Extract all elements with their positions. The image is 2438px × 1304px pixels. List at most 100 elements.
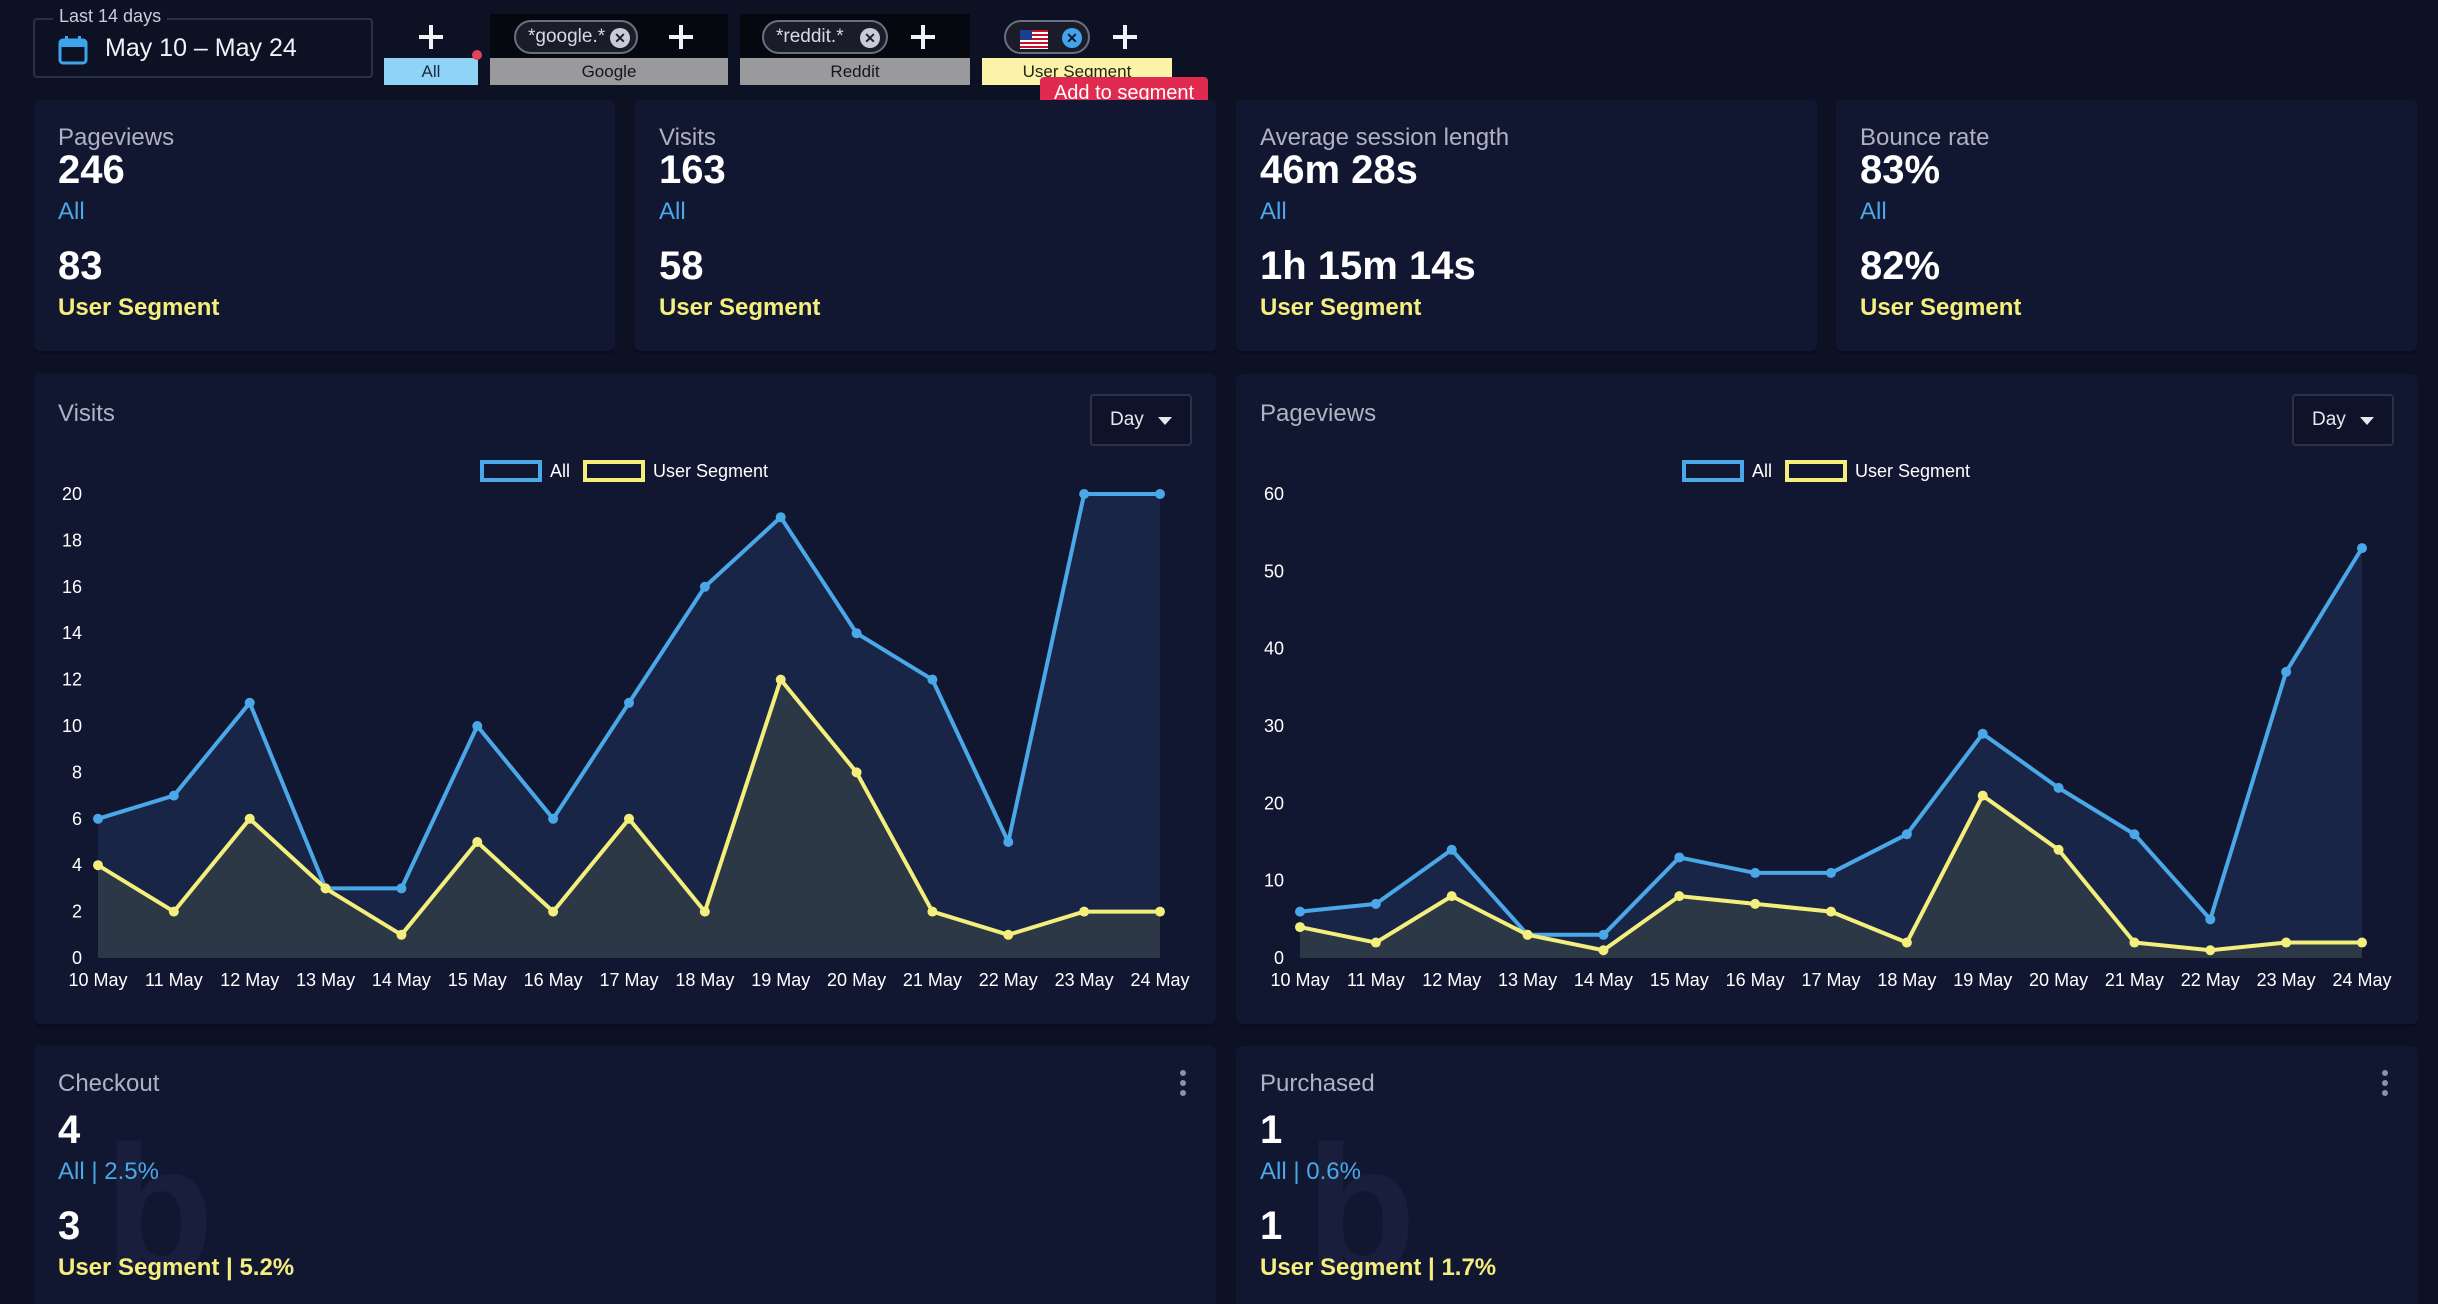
- data-point: [1295, 922, 1305, 933]
- data-point: [320, 883, 331, 894]
- data-point: [699, 581, 710, 592]
- kpi-all-label: All: [1860, 198, 1887, 225]
- kpi-segment-value: 82%: [1860, 244, 1941, 288]
- filter-chip-country[interactable]: ✕: [1004, 20, 1090, 54]
- kpi-all-value: 46m 28s: [1260, 148, 1418, 192]
- y-tick-label: 6: [72, 809, 82, 829]
- data-point: [168, 906, 179, 917]
- x-tick-label: 24 May: [2332, 970, 2391, 990]
- data-point: [1750, 867, 1761, 878]
- data-point: [93, 813, 103, 824]
- remove-filter-icon[interactable]: ✕: [610, 28, 630, 48]
- y-tick-label: 30: [1264, 716, 1284, 736]
- visits-chart-card: Visits Day All User Segment 0 2 4 6 8 10 12 14 16 1…: [34, 374, 1216, 1027]
- y-tick-label: 0: [1274, 948, 1284, 968]
- interval-dropdown[interactable]: Day: [2292, 394, 2394, 446]
- data-point: [1003, 837, 1014, 847]
- series-area-segment: [1300, 795, 2362, 958]
- data-point: [1079, 489, 1090, 499]
- chart-title: Pageviews: [1260, 400, 1377, 427]
- more-options-icon[interactable]: [1180, 1070, 1186, 1096]
- data-point: [1826, 906, 1836, 917]
- segment-all-label[interactable]: All: [384, 58, 478, 85]
- data-point: [1674, 891, 1685, 902]
- watermark-logo: b: [104, 1109, 214, 1304]
- date-range-picker[interactable]: Last 14 days May 10 – May 24: [33, 6, 373, 78]
- checkout-card: b Checkout 4 All | 2.5% 3 User Segment |…: [34, 1046, 1216, 1304]
- data-point: [1750, 898, 1761, 909]
- filter-chip-reddit-label: *reddit.*: [776, 26, 844, 47]
- remove-filter-icon[interactable]: ✕: [1062, 28, 1082, 48]
- y-tick-label: 40: [1264, 639, 1284, 659]
- caret-down-icon: [2360, 417, 2374, 425]
- data-point: [1522, 929, 1533, 940]
- data-point: [2129, 937, 2140, 948]
- segment-google-label[interactable]: Google: [490, 58, 728, 85]
- y-tick-label: 2: [72, 902, 82, 922]
- data-point: [2205, 945, 2216, 956]
- y-tick-label: 14: [62, 623, 82, 643]
- data-point: [396, 929, 407, 940]
- conversion-segment-label: User Segment | 1.7%: [1260, 1254, 1497, 1281]
- data-point: [2129, 829, 2140, 840]
- add-filter-google-button[interactable]: [664, 20, 698, 54]
- x-tick-label: 21 May: [903, 970, 962, 990]
- data-point: [396, 883, 407, 894]
- x-tick-label: 15 May: [1650, 970, 1709, 990]
- legend-swatch: [1785, 460, 1847, 482]
- add-filter-user-button[interactable]: [1108, 20, 1142, 54]
- segment-reddit-label[interactable]: Reddit: [740, 58, 970, 85]
- add-to-segment-tooltip[interactable]: Add to segment: [1040, 77, 1208, 110]
- y-tick-label: 10: [1264, 871, 1284, 891]
- conversion-segment-value: 1: [1260, 1204, 1283, 1248]
- segment-all[interactable]: All: [384, 10, 478, 86]
- data-point: [472, 837, 483, 847]
- kpi-all-label: All: [1260, 198, 1287, 225]
- data-point: [1155, 489, 1165, 499]
- data-point: [1370, 898, 1381, 909]
- legend-swatch: [480, 460, 542, 482]
- top-bar: Last 14 days May 10 – May 24 All *google…: [0, 0, 2438, 96]
- data-point: [851, 628, 862, 639]
- x-tick-label: 10 May: [68, 970, 127, 990]
- chart-legend: All User Segment: [1682, 460, 1970, 482]
- x-tick-label: 20 May: [2029, 970, 2088, 990]
- y-tick-label: 4: [72, 855, 82, 875]
- date-range-legend: Last 14 days: [53, 6, 168, 27]
- data-point: [1079, 906, 1090, 917]
- legend-label: User Segment: [653, 461, 768, 481]
- interval-value: Day: [1110, 409, 1144, 430]
- segment-reddit[interactable]: *reddit.* ✕ Reddit: [740, 10, 970, 86]
- kpi-segment-value: 83: [58, 244, 103, 288]
- kpi-segment-label: User Segment: [1860, 294, 2022, 321]
- filter-chip-google[interactable]: *google.* ✕: [514, 20, 638, 54]
- segment-user[interactable]: ✕ User Segment: [982, 10, 1172, 86]
- filter-chip-reddit[interactable]: *reddit.* ✕: [762, 20, 888, 54]
- add-filter-reddit-button[interactable]: [906, 20, 940, 54]
- data-point: [2205, 914, 2216, 925]
- data-point: [244, 813, 255, 824]
- data-point: [1901, 829, 1912, 840]
- segment-google[interactable]: *google.* ✕ Google: [490, 10, 728, 86]
- remove-filter-icon[interactable]: ✕: [860, 28, 880, 48]
- kpi-card-bounce-rate: Bounce rate 83% All 82% User Segment: [1836, 100, 2417, 354]
- kpi-segment-value: 58: [659, 244, 704, 288]
- data-point: [927, 674, 938, 685]
- kpi-title: Pageviews: [58, 124, 175, 151]
- purchased-card: b Purchased 1 All | 0.6% 1 User Segment …: [1236, 1046, 2418, 1304]
- more-options-icon[interactable]: [2382, 1070, 2388, 1096]
- data-point: [851, 767, 862, 778]
- data-point: [548, 813, 559, 824]
- kpi-card-visits: Visits 163 All 58 User Segment: [635, 100, 1216, 354]
- interval-dropdown[interactable]: Day: [1090, 394, 1192, 446]
- legend-label: User Segment: [1855, 461, 1970, 481]
- caret-down-icon: [1158, 417, 1172, 425]
- add-filter-all-button[interactable]: [414, 20, 448, 54]
- y-tick-label: 60: [1264, 484, 1284, 504]
- data-point: [1446, 844, 1457, 855]
- kpi-all-value: 83%: [1860, 148, 1941, 192]
- watermark-logo: b: [1306, 1109, 1416, 1304]
- conversion-title: Purchased: [1260, 1070, 1375, 1097]
- kpi-card-pageviews: Pageviews 246 All 83 User Segment: [34, 100, 615, 354]
- conversion-all-value: 4: [58, 1108, 81, 1152]
